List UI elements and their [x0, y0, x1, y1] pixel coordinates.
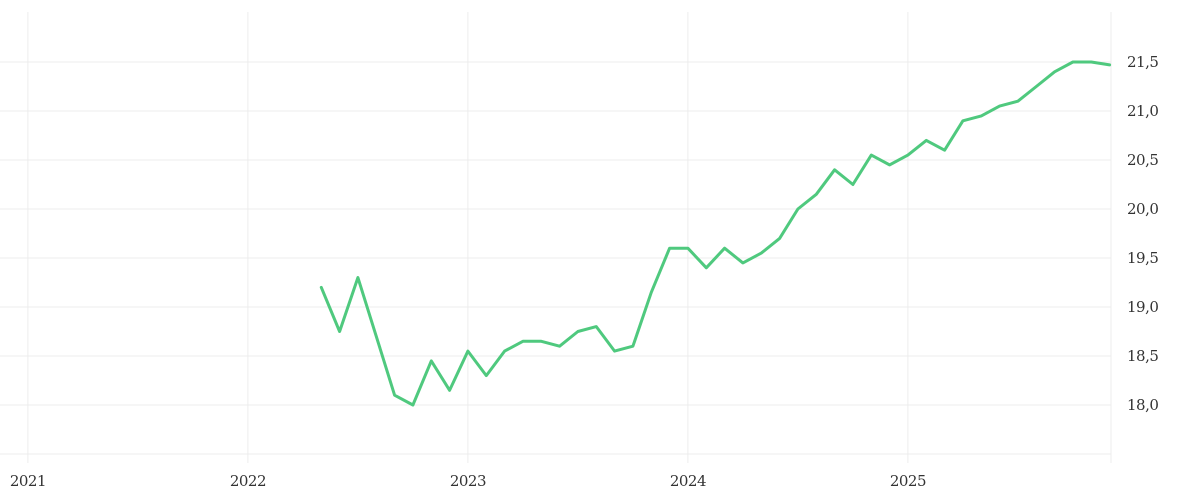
- price-line: [319, 60, 1112, 407]
- y-tick-label-19,5: 19,5: [1127, 248, 1159, 267]
- y-tick-label-18,0: 18,0: [1127, 395, 1159, 414]
- x-tick-label-2025: 2025: [889, 472, 927, 490]
- y-tick-label-21,5: 21,5: [1127, 52, 1159, 71]
- x-tick-label-2021: 2021: [9, 472, 47, 490]
- x-tick-label-2024: 2024: [669, 472, 707, 490]
- y-tick-label-18,5: 18,5: [1127, 346, 1159, 365]
- y-tick-label-20,0: 20,0: [1127, 199, 1159, 218]
- y-tick-label-19,0: 19,0: [1127, 297, 1159, 316]
- y-tick-label-21,0: 21,0: [1127, 101, 1159, 120]
- x-tick-label-2023: 2023: [449, 472, 487, 490]
- x-tick-label-2022: 2022: [229, 472, 267, 490]
- y-tick-label-20,5: 20,5: [1127, 150, 1159, 169]
